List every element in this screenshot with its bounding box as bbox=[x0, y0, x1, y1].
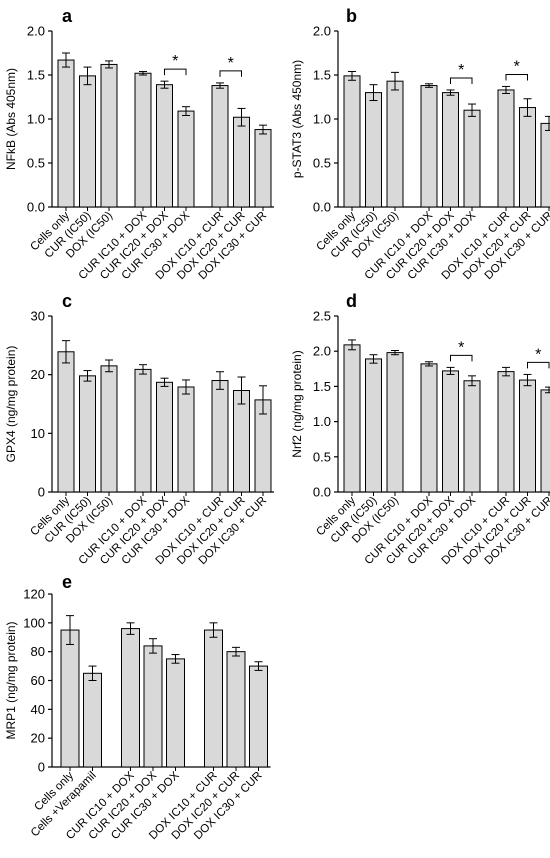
y-tick-label: 0.0 bbox=[313, 485, 331, 500]
y-tick-label: 2.0 bbox=[313, 344, 331, 359]
bar bbox=[211, 380, 229, 493]
panel-label: e bbox=[62, 572, 72, 592]
y-tick-label: 20 bbox=[31, 731, 45, 746]
y-axis-title: NFkB (Abs 405nm) bbox=[4, 68, 18, 170]
y-tick-label: 2.5 bbox=[313, 309, 331, 324]
bar bbox=[100, 63, 118, 208]
panel-label: d bbox=[346, 291, 357, 311]
bar bbox=[83, 672, 102, 768]
bar bbox=[463, 380, 481, 493]
bar bbox=[249, 665, 268, 768]
significance-bracket bbox=[527, 361, 550, 369]
bar bbox=[233, 116, 250, 208]
y-tick-label: 0.5 bbox=[313, 156, 331, 171]
bar bbox=[343, 344, 361, 493]
bar bbox=[166, 658, 185, 768]
bar bbox=[519, 107, 536, 208]
significance-star: * bbox=[458, 339, 464, 356]
significance-star: * bbox=[514, 58, 520, 75]
significance-bracket bbox=[450, 354, 473, 362]
y-tick-label: 1.5 bbox=[313, 379, 331, 394]
y-tick-label: 0.0 bbox=[313, 200, 331, 215]
panel-label: b bbox=[346, 6, 357, 26]
bar bbox=[121, 628, 140, 768]
bar bbox=[420, 363, 438, 493]
bar bbox=[226, 651, 246, 768]
y-tick-label: 20 bbox=[31, 367, 45, 382]
bar bbox=[420, 85, 438, 208]
y-tick-label: 0.0 bbox=[27, 200, 45, 215]
bar bbox=[100, 365, 118, 493]
bar bbox=[233, 390, 250, 493]
bar bbox=[79, 375, 96, 493]
bar bbox=[386, 80, 404, 208]
panel-label: a bbox=[62, 6, 73, 26]
y-tick-label: 40 bbox=[31, 702, 45, 717]
y-tick-label: 80 bbox=[31, 644, 45, 659]
y-tick-label: 1.5 bbox=[27, 68, 45, 83]
significance-star: * bbox=[458, 62, 464, 79]
bar bbox=[540, 122, 550, 208]
y-tick-label: 0.5 bbox=[27, 156, 45, 171]
bar bbox=[519, 379, 536, 493]
bar bbox=[365, 358, 382, 493]
bar bbox=[134, 72, 152, 208]
bar bbox=[79, 75, 96, 208]
y-axis-title: Nrf2 (ng/mg protein) bbox=[290, 350, 304, 457]
panel-label: c bbox=[62, 291, 72, 311]
bar bbox=[497, 89, 515, 208]
y-tick-label: 1.0 bbox=[313, 112, 331, 127]
significance-bracket bbox=[219, 70, 242, 77]
bar bbox=[143, 645, 163, 768]
bar bbox=[386, 352, 404, 493]
y-tick-label: 1.0 bbox=[313, 414, 331, 429]
chart-panel-b: b0.00.51.01.52.0p-STAT3 (Abs 450nm)Cells… bbox=[290, 6, 550, 282]
bar bbox=[497, 371, 515, 493]
y-tick-label: 0 bbox=[38, 760, 45, 775]
y-axis-title: p-STAT3 (Abs 450nm) bbox=[290, 60, 304, 178]
y-tick-label: 0 bbox=[38, 485, 45, 500]
y-tick-label: 10 bbox=[31, 426, 45, 441]
bar bbox=[211, 85, 229, 208]
bar bbox=[254, 129, 272, 208]
y-tick-label: 1.5 bbox=[313, 68, 331, 83]
y-tick-label: 100 bbox=[23, 615, 45, 630]
y-tick-label: 30 bbox=[31, 309, 45, 324]
bar bbox=[134, 368, 152, 493]
significance-star: * bbox=[228, 55, 234, 72]
bar bbox=[57, 351, 75, 493]
bar bbox=[540, 389, 550, 493]
y-axis-title: GPX4 (ng/mg protein) bbox=[4, 346, 18, 463]
significance-bracket bbox=[164, 68, 187, 76]
bar bbox=[442, 370, 459, 493]
significance-star: * bbox=[172, 53, 178, 70]
bar bbox=[463, 109, 481, 208]
bar bbox=[57, 59, 75, 208]
bar bbox=[60, 629, 80, 768]
y-tick-label: 1.0 bbox=[27, 112, 45, 127]
bar bbox=[343, 75, 361, 208]
bar bbox=[177, 110, 195, 208]
bar bbox=[442, 92, 459, 208]
y-tick-label: 2.0 bbox=[313, 24, 331, 39]
bar bbox=[365, 92, 382, 208]
bar bbox=[156, 381, 173, 493]
bar bbox=[177, 386, 195, 493]
significance-bracket bbox=[450, 77, 473, 84]
y-tick-label: 0.5 bbox=[313, 449, 331, 464]
bar bbox=[156, 84, 173, 208]
significance-star: * bbox=[535, 346, 541, 363]
significance-bracket bbox=[505, 73, 528, 81]
y-axis-title: MRP1 (ng/mg protein) bbox=[4, 621, 18, 739]
y-tick-label: 120 bbox=[23, 587, 45, 602]
y-tick-label: 60 bbox=[31, 673, 45, 688]
y-tick-label: 2.0 bbox=[27, 24, 45, 39]
bar bbox=[204, 629, 223, 768]
